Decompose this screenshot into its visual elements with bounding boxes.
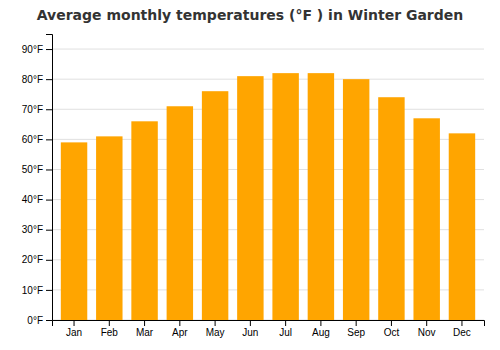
bar — [237, 76, 263, 320]
tick-mark — [46, 169, 52, 170]
tick-mark — [46, 109, 52, 110]
tick-mark — [179, 320, 180, 326]
bar — [61, 142, 87, 320]
bar — [449, 133, 475, 320]
axis-line — [46, 35, 53, 321]
tick-label: Sep — [347, 327, 365, 338]
bar — [96, 136, 122, 320]
bar — [167, 106, 193, 320]
tick-mark — [320, 320, 321, 326]
axis-line — [53, 321, 485, 327]
tick-mark — [285, 320, 286, 326]
tick-mark — [46, 79, 52, 80]
tick-mark — [46, 200, 52, 201]
tick-label: 10°F — [22, 285, 43, 296]
tick: Oct — [384, 320, 400, 338]
tick: 20°F — [22, 254, 52, 265]
tick-mark — [46, 320, 52, 321]
grid-line — [52, 49, 484, 50]
tick-label: Mar — [136, 327, 154, 338]
tick-label: Jun — [242, 327, 258, 338]
tick: 60°F — [22, 134, 52, 145]
tick-label: Jan — [66, 327, 82, 338]
tick-mark — [391, 320, 392, 326]
tick-mark — [215, 320, 216, 326]
tick: May — [206, 320, 225, 338]
tick: Mar — [136, 320, 154, 338]
y-axis: 0°F 10°F 20°F 30°F 40°F 50°F 60°F 70°F 80°F 90°F — [22, 35, 53, 326]
tick-label: Aug — [312, 327, 330, 338]
tick: Nov — [418, 320, 436, 338]
bar — [413, 118, 439, 320]
tick: 10°F — [22, 285, 52, 296]
tick-label: 60°F — [22, 134, 43, 145]
tick: 0°F — [27, 315, 52, 326]
title: Average monthly temperatures (°F ) in Wi… — [37, 7, 464, 23]
tick-label: 20°F — [22, 254, 43, 265]
tick-label: 0°F — [27, 315, 43, 326]
tick: 70°F — [22, 104, 52, 115]
tick-mark — [426, 320, 427, 326]
tick: Aug — [312, 320, 330, 338]
tick: Jan — [66, 320, 82, 338]
tick-mark — [356, 320, 357, 326]
tick-mark — [74, 320, 75, 326]
tick-mark — [250, 320, 251, 326]
tick-label: Dec — [453, 327, 471, 338]
bar — [131, 121, 157, 320]
tick-label: Jul — [279, 327, 292, 338]
bar — [343, 79, 369, 320]
tick: Sep — [347, 320, 365, 338]
tick-mark — [46, 290, 52, 291]
bar — [202, 91, 228, 320]
tick: 80°F — [22, 74, 52, 85]
tick-label: Oct — [384, 327, 400, 338]
tick-mark — [46, 230, 52, 231]
tick: 30°F — [22, 224, 52, 235]
tick-label: May — [206, 327, 225, 338]
tick-label: 50°F — [22, 164, 43, 175]
tick-label: 30°F — [22, 224, 43, 235]
tick-label: Feb — [101, 327, 119, 338]
plot: 0°F 10°F 20°F 30°F 40°F 50°F 60°F 70°F 80°F 90°F J… — [22, 35, 485, 339]
tick: Jul — [279, 320, 292, 338]
grid-line — [52, 79, 484, 80]
tick-mark — [46, 260, 52, 261]
bar — [272, 73, 298, 320]
bar — [378, 97, 404, 320]
bar — [308, 73, 334, 320]
tick-label: 80°F — [22, 74, 43, 85]
x-axis: Jan Feb Mar Apr May Jun Jul Aug Sep Oct Nov Dec — [53, 320, 485, 338]
tick-mark — [144, 320, 145, 326]
tick-mark — [461, 320, 462, 326]
tick: Jun — [242, 320, 258, 338]
bars — [61, 73, 475, 320]
tick: Dec — [453, 320, 471, 338]
tick-mark — [109, 320, 110, 326]
grid-line — [52, 109, 484, 110]
tick-mark — [46, 139, 52, 140]
tick-label: 70°F — [22, 104, 43, 115]
tick: 90°F — [22, 44, 52, 55]
tick-label: 90°F — [22, 44, 43, 55]
tick-label: Nov — [418, 327, 436, 338]
tick-label: 40°F — [22, 194, 43, 205]
tick: Apr — [172, 320, 188, 338]
tick-label: Apr — [172, 327, 188, 338]
grid — [52, 49, 484, 320]
tick: 40°F — [22, 194, 52, 205]
chart: 0°F 10°F 20°F 30°F 40°F 50°F 60°F 70°F 80°F 90°F J… — [0, 0, 500, 350]
tick-mark — [46, 49, 52, 50]
tick: 50°F — [22, 164, 52, 175]
tick: Feb — [101, 320, 119, 338]
